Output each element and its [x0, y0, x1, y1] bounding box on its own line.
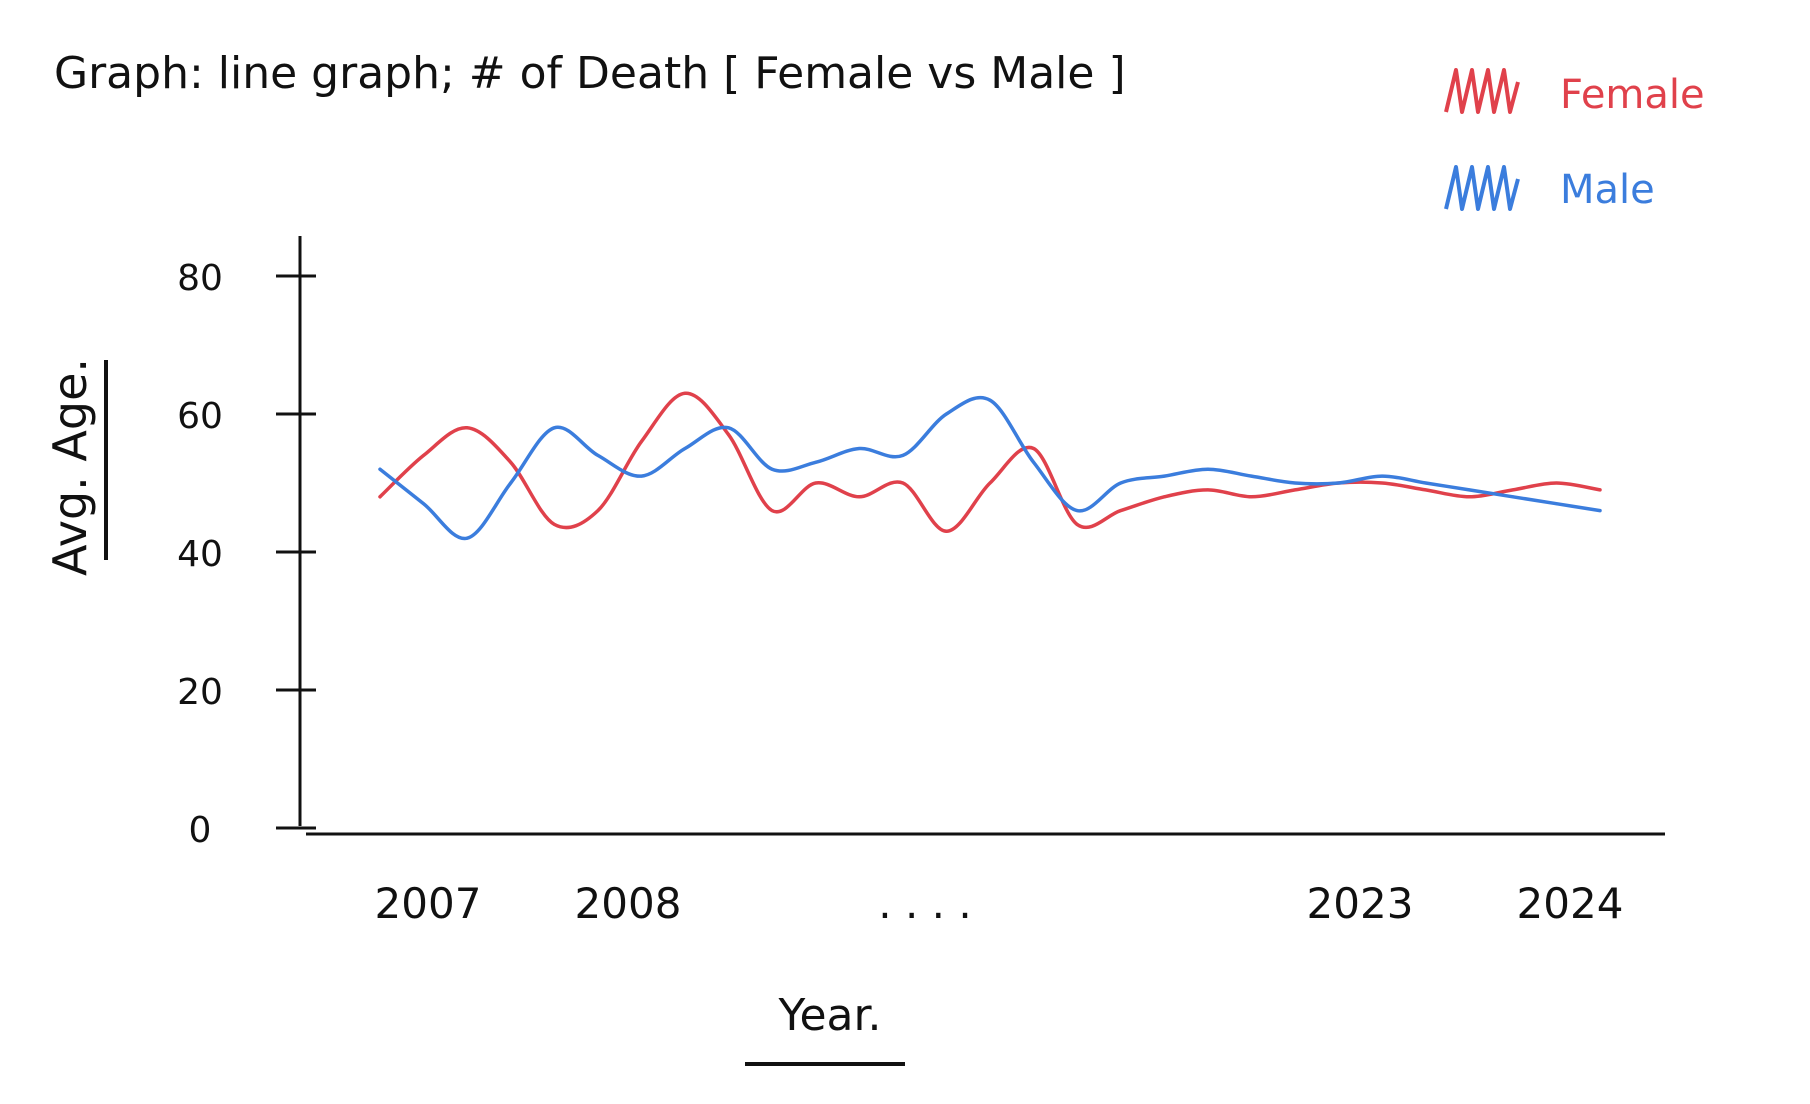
- legend-label-female: Female: [1560, 72, 1705, 118]
- data-point-female-14: [988, 481, 992, 485]
- legend-label-male: Male: [1560, 167, 1655, 213]
- data-point-male-24: [1424, 481, 1428, 485]
- data-point-male-12: [901, 453, 905, 457]
- data-point-female-17: [1119, 509, 1123, 513]
- data-point-male-20: [1249, 474, 1253, 478]
- data-point-male-0: [378, 467, 382, 471]
- data-point-male-16: [1075, 509, 1079, 513]
- x-tick-label-4: 2024: [1517, 879, 1624, 928]
- legend: Female Male: [1440, 62, 1800, 232]
- data-point-female-6: [639, 440, 643, 444]
- data-point-female-18: [1162, 495, 1166, 499]
- data-point-female-12: [901, 481, 905, 485]
- y-tick-label-40: 40: [177, 534, 223, 575]
- data-point-male-6: [639, 474, 643, 478]
- data-point-female-24: [1424, 488, 1428, 492]
- data-point-female-5: [596, 509, 600, 513]
- data-point-female-27: [1554, 481, 1558, 485]
- data-point-male-3: [509, 481, 513, 485]
- y-ticks: 0 20 40 60 80: [177, 258, 316, 851]
- x-axis-label: Year.: [778, 990, 882, 1041]
- data-point-male-18: [1162, 474, 1166, 478]
- data-point-male-5: [596, 453, 600, 457]
- data-point-female-4: [552, 522, 556, 526]
- series-line-male: [378, 395, 1602, 540]
- x-tick-label-3: 2023: [1307, 879, 1414, 928]
- legend-swatch-male: [1444, 165, 1520, 211]
- data-point-male-26: [1511, 495, 1515, 499]
- x-tick-label-2: . . . .: [878, 879, 971, 928]
- series-line-female: [378, 391, 1602, 534]
- data-point-female-3: [509, 460, 513, 464]
- legend-swatch-female: [1444, 68, 1520, 114]
- data-point-female-20: [1249, 495, 1253, 499]
- data-point-male-22: [1337, 481, 1341, 485]
- data-point-male-21: [1293, 481, 1297, 485]
- y-tick-label-60: 60: [177, 396, 223, 437]
- data-point-male-27: [1554, 502, 1558, 506]
- data-point-female-11: [857, 495, 861, 499]
- data-point-female-1: [422, 453, 426, 457]
- legend-item-female: Female: [1440, 62, 1800, 132]
- x-tick-label-0: 2007: [375, 879, 482, 928]
- data-point-female-28: [1598, 488, 1602, 492]
- data-point-male-4: [552, 426, 556, 430]
- data-point-female-2: [465, 426, 469, 430]
- data-point-male-10: [814, 460, 818, 464]
- data-point-female-16: [1075, 522, 1079, 526]
- data-point-female-19: [1206, 488, 1210, 492]
- data-point-female-25: [1467, 495, 1471, 499]
- data-point-male-15: [1032, 460, 1036, 464]
- data-point-female-21: [1293, 488, 1297, 492]
- data-point-male-2: [465, 536, 469, 540]
- x-ticks: 2007 2008 . . . . 2023 2024: [375, 879, 1624, 928]
- y-axis-label-underline: [104, 360, 108, 560]
- y-tick-label-20: 20: [177, 672, 223, 713]
- data-point-female-9: [770, 509, 774, 513]
- data-point-female-8: [727, 433, 731, 437]
- data-point-male-14: [988, 398, 992, 402]
- data-point-male-9: [770, 467, 774, 471]
- data-point-female-26: [1511, 488, 1515, 492]
- data-point-female-23: [1380, 481, 1384, 485]
- data-point-male-7: [683, 447, 687, 450]
- data-point-female-15: [1032, 447, 1036, 450]
- chart-title: Graph: line graph; # of Death [ Female v…: [54, 48, 1126, 99]
- data-point-female-13: [944, 529, 948, 533]
- data-point-male-28: [1598, 509, 1602, 513]
- legend-item-male: Male: [1440, 157, 1800, 227]
- data-point-male-1: [422, 502, 426, 506]
- data-point-female-0: [378, 495, 382, 499]
- y-tick-label-0: 0: [189, 810, 212, 851]
- x-axis-label-underline: [745, 1062, 905, 1066]
- series-layer: [378, 391, 1602, 540]
- data-point-male-8: [727, 426, 731, 430]
- data-point-male-25: [1467, 488, 1471, 492]
- data-point-male-23: [1380, 474, 1384, 478]
- data-point-female-10: [814, 481, 818, 485]
- x-tick-label-1: 2008: [575, 879, 682, 928]
- data-point-male-13: [944, 412, 948, 416]
- data-point-male-19: [1206, 467, 1210, 471]
- data-point-male-17: [1119, 481, 1123, 485]
- data-point-male-11: [857, 447, 861, 450]
- data-point-female-7: [683, 391, 687, 395]
- y-tick-label-80: 80: [177, 258, 223, 299]
